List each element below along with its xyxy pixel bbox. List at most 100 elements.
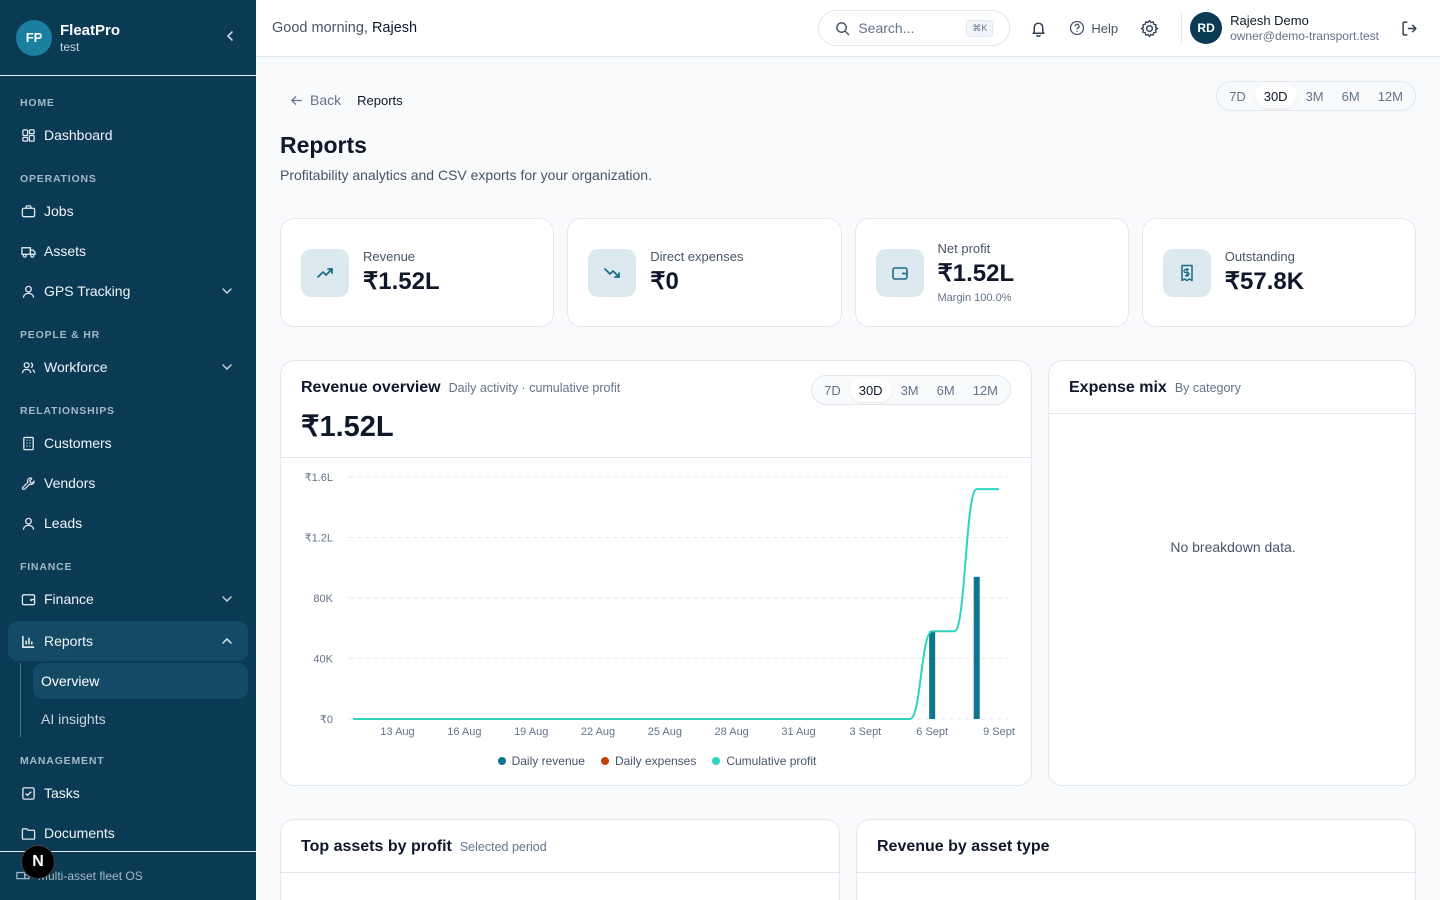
help-label: Help bbox=[1091, 20, 1119, 36]
section-operations: OPERATIONS bbox=[20, 173, 97, 185]
x-tick-label: 9 Sept bbox=[983, 726, 1015, 738]
sidebar-item-tasks[interactable]: Tasks bbox=[0, 773, 256, 813]
briefcase-icon bbox=[20, 203, 36, 219]
section-relationships: RELATIONSHIPS bbox=[20, 405, 115, 417]
legend-item-revenue[interactable]: Daily revenue bbox=[497, 754, 585, 768]
back-button[interactable]: Back bbox=[290, 92, 341, 108]
collapse-sidebar-icon[interactable] bbox=[220, 29, 240, 46]
section-people: PEOPLE & HR bbox=[20, 329, 100, 341]
chart-range-selector: 7D 30D 3M 6M 12M bbox=[811, 375, 1011, 405]
breadcrumb-current: Reports bbox=[357, 92, 403, 108]
y-tick-label: 40K bbox=[313, 654, 333, 666]
building-icon bbox=[20, 435, 36, 451]
chevron-down-icon[interactable] bbox=[220, 284, 234, 298]
legend-item-profit[interactable]: Cumulative profit bbox=[712, 754, 816, 768]
sidebar-item-finance[interactable]: Finance bbox=[0, 579, 256, 619]
user-menu[interactable]: RD Rajesh Demo owner@demo-transport.test bbox=[1190, 12, 1379, 44]
range-12m[interactable]: 12M bbox=[972, 382, 998, 398]
sidebar-item-label: Vendors bbox=[44, 475, 96, 491]
sidebar: FP FleatPro test HOME Dashboard OPERATIO… bbox=[0, 0, 256, 900]
x-tick-label: 13 Aug bbox=[380, 726, 414, 738]
range-7d[interactable]: 7D bbox=[1229, 88, 1246, 104]
sidebar-item-leads[interactable]: Leads bbox=[0, 503, 256, 543]
legend-item-expenses[interactable]: Daily expenses bbox=[600, 754, 696, 768]
revenue-bar bbox=[929, 631, 936, 719]
card-title: Revenue by asset type bbox=[877, 838, 1050, 855]
expense-mix-card: Expense mix By category No breakdown dat… bbox=[1048, 360, 1416, 786]
notifications-button[interactable] bbox=[1030, 20, 1047, 37]
greeting-user: Rajesh bbox=[371, 20, 418, 36]
chevron-up-icon[interactable] bbox=[220, 634, 234, 648]
dev-tools-badge[interactable]: N bbox=[21, 845, 55, 879]
x-tick-label: 31 Aug bbox=[781, 726, 815, 738]
org-name: test bbox=[60, 39, 80, 54]
reports-subnav: Overview AI insights bbox=[20, 663, 256, 737]
sidebar-subitem-ai-insights[interactable]: AI insights bbox=[41, 711, 106, 727]
x-tick-label: 6 Sept bbox=[916, 726, 948, 738]
kpi-card-outstanding: Outstanding ₹57.8K bbox=[1141, 218, 1416, 327]
gear-icon bbox=[1140, 19, 1159, 38]
bar-chart-icon bbox=[20, 633, 36, 649]
range-30d[interactable]: 30D bbox=[849, 378, 892, 402]
card-subtitle: Selected period bbox=[459, 840, 547, 854]
sidebar-item-jobs[interactable]: Jobs bbox=[0, 191, 256, 231]
range-3m[interactable]: 3M bbox=[900, 382, 919, 398]
card-divider bbox=[281, 457, 1031, 458]
chevron-down-icon[interactable] bbox=[220, 592, 234, 606]
sidebar-item-gps-tracking[interactable]: GPS Tracking bbox=[0, 271, 256, 311]
search-icon bbox=[835, 21, 850, 36]
trending-down-icon bbox=[588, 248, 637, 297]
range-6m[interactable]: 6M bbox=[936, 382, 955, 398]
sidebar-item-workforce[interactable]: Workforce bbox=[0, 347, 256, 387]
logout-button[interactable] bbox=[1401, 20, 1418, 37]
page-subtitle: Profitability analytics and CSV exports … bbox=[280, 167, 652, 183]
range-7d[interactable]: 7D bbox=[824, 382, 841, 398]
chart-legend: Daily revenue Daily expenses Cumulative … bbox=[281, 754, 1031, 768]
wrench-icon bbox=[20, 475, 36, 491]
sidebar-item-label: Finance bbox=[44, 591, 94, 607]
user-email: owner@demo-transport.test bbox=[1230, 29, 1379, 43]
settings-button[interactable] bbox=[1140, 19, 1159, 38]
x-tick-label: 22 Aug bbox=[581, 726, 615, 738]
greeting-text: Good morning, bbox=[272, 20, 368, 36]
kpi-value: ₹57.8K bbox=[1224, 268, 1305, 295]
sidebar-item-reports[interactable]: Reports bbox=[8, 621, 248, 661]
y-tick-label: ₹1.2L bbox=[305, 533, 333, 545]
range-6m[interactable]: 6M bbox=[1341, 88, 1360, 104]
help-button[interactable]: Help bbox=[1069, 20, 1118, 36]
range-30d[interactable]: 30D bbox=[1254, 84, 1297, 108]
search-input[interactable]: Search... ⌘K bbox=[818, 10, 1011, 46]
range-3m[interactable]: 3M bbox=[1305, 88, 1324, 104]
sidebar-item-assets[interactable]: Assets bbox=[0, 231, 256, 271]
kpi-value: ₹1.52L bbox=[937, 260, 1015, 287]
cumulative-profit-line bbox=[352, 488, 999, 720]
page-title: Reports bbox=[280, 132, 367, 158]
chevron-down-icon[interactable] bbox=[220, 360, 234, 374]
sidebar-item-dashboard[interactable]: Dashboard bbox=[0, 115, 256, 155]
users-icon bbox=[20, 359, 36, 375]
search-placeholder: Search... bbox=[858, 20, 915, 36]
kpi-label: Outstanding bbox=[1224, 249, 1295, 264]
empty-state: No breakdown data. bbox=[1170, 539, 1296, 555]
arrow-left-icon bbox=[290, 94, 303, 107]
legend-dot bbox=[600, 757, 609, 765]
dashboard-icon bbox=[20, 127, 36, 143]
range-12m[interactable]: 12M bbox=[1377, 88, 1403, 104]
brand-logo[interactable]: FP bbox=[16, 19, 52, 56]
sidebar-subitem-overview[interactable]: Overview bbox=[33, 663, 248, 699]
section-management: MANAGEMENT bbox=[20, 755, 105, 767]
user-icon bbox=[20, 515, 36, 531]
revenue-total: ₹1.52L bbox=[301, 411, 394, 443]
y-tick-label: 80K bbox=[313, 593, 333, 605]
sidebar-footer: Multi-asset fleet OS bbox=[0, 851, 256, 900]
section-finance: FINANCE bbox=[20, 561, 73, 573]
wallet-icon bbox=[20, 591, 36, 607]
x-tick-label: 19 Aug bbox=[514, 726, 548, 738]
sidebar-item-vendors[interactable]: Vendors bbox=[0, 463, 256, 503]
back-label: Back bbox=[310, 92, 342, 108]
sidebar-item-documents[interactable]: Documents bbox=[0, 813, 256, 853]
card-divider bbox=[281, 872, 839, 873]
sidebar-item-customers[interactable]: Customers bbox=[0, 423, 256, 463]
x-tick-label: 3 Sept bbox=[849, 726, 881, 738]
sidebar-item-label: Dashboard bbox=[44, 127, 113, 143]
